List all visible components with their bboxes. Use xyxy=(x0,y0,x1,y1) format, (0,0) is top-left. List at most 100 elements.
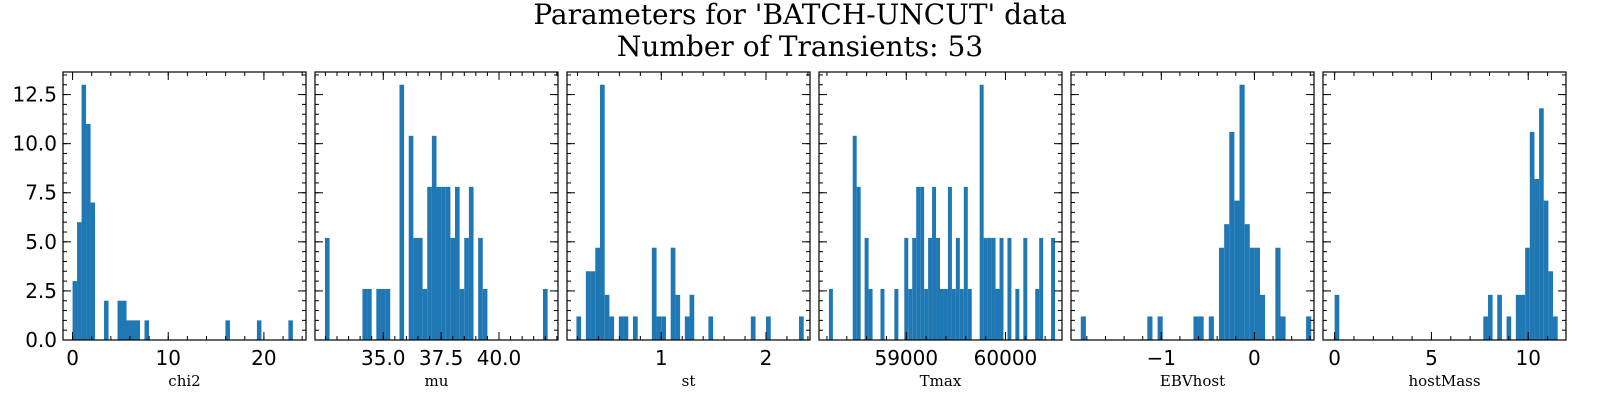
axes-frame xyxy=(314,71,559,341)
histogram-bar xyxy=(459,288,465,340)
histogram-bar xyxy=(72,281,78,340)
histogram-bar xyxy=(256,320,262,340)
x-tick-label: 35.0 xyxy=(361,346,406,370)
histogram-bar xyxy=(928,237,933,340)
histogram-bar xyxy=(1193,316,1199,340)
histogram-bar xyxy=(708,316,714,340)
axes-frame xyxy=(566,71,811,341)
histogram-bar xyxy=(999,237,1004,340)
histogram-bar xyxy=(599,84,605,340)
histogram-bar xyxy=(656,316,662,340)
axes-frame xyxy=(1070,71,1315,341)
histogram-bar xyxy=(422,288,428,340)
histogram-bar xyxy=(1543,200,1549,340)
histogram-bar xyxy=(959,288,964,340)
histogram-bar xyxy=(936,237,941,340)
histogram-bar xyxy=(1023,237,1028,340)
x-tick-label: 2 xyxy=(760,346,773,370)
histogram-bar xyxy=(868,288,873,340)
histogram-bar xyxy=(1548,271,1554,340)
histogram-bar xyxy=(81,84,87,340)
histogram-panel-st: 1 2 st xyxy=(566,71,811,390)
histogram-bar xyxy=(618,316,624,340)
histogram-bar xyxy=(1051,237,1056,340)
histogram-bar xyxy=(468,186,474,340)
histogram-bar xyxy=(413,237,418,340)
histogram-bar xyxy=(1497,294,1502,340)
histogram-bar xyxy=(1239,84,1245,340)
x-tick-label: 1 xyxy=(655,346,668,370)
histogram-bar xyxy=(856,186,861,340)
x-axis-label: mu xyxy=(425,372,449,390)
x-tick-label: 10 xyxy=(1516,346,1541,370)
histogram-bar xyxy=(417,237,423,340)
histogram-bar xyxy=(684,316,690,340)
histogram-bar xyxy=(661,316,666,340)
histogram-bar xyxy=(1254,247,1260,340)
histogram-bar xyxy=(955,237,960,340)
histogram-bar xyxy=(436,186,442,340)
histogram-bar xyxy=(967,288,972,340)
histogram-bar xyxy=(828,288,833,340)
histogram-bar xyxy=(441,186,446,340)
histogram-panel-hostMass: 0 5 10 hostMass xyxy=(1322,71,1567,390)
histogram-bar xyxy=(799,316,804,340)
histogram-bar xyxy=(1007,237,1012,340)
x-axis-label: st xyxy=(682,372,696,390)
histogram-bar xyxy=(750,316,756,340)
y-tick-label: 12.5 xyxy=(12,83,57,107)
histogram-bar xyxy=(144,320,150,340)
x-tick-label: 0 xyxy=(1248,346,1261,370)
histogram-bar xyxy=(991,237,996,340)
histogram-bar xyxy=(1208,316,1214,340)
histogram-bar xyxy=(1039,237,1044,340)
histogram-bar xyxy=(90,202,96,340)
y-tick-label: 2.5 xyxy=(25,279,57,303)
x-axis-label: hostMass xyxy=(1408,372,1480,390)
histogram-bar xyxy=(1483,316,1488,340)
histogram-bar xyxy=(86,124,91,340)
figure-subtitle: Number of Transients: 53 xyxy=(617,30,983,63)
histogram-bar xyxy=(1520,294,1526,340)
histogram-bar xyxy=(951,288,956,340)
histogram-bar xyxy=(604,294,610,340)
histogram-bar xyxy=(916,186,921,340)
histogram-bar xyxy=(376,288,381,340)
histogram-bar xyxy=(1229,131,1235,340)
y-tick-label: 0.0 xyxy=(25,328,57,352)
x-tick-label: 10 xyxy=(156,346,181,370)
histogram-bar xyxy=(1487,294,1493,340)
x-tick-label: 20 xyxy=(251,346,276,370)
histogram-bar xyxy=(651,247,657,340)
histogram-bar xyxy=(1015,288,1020,340)
histogram-bar xyxy=(1515,294,1521,340)
histogram-bar xyxy=(609,316,615,340)
histogram-bar xyxy=(1219,247,1225,340)
axes-frame xyxy=(62,71,307,341)
histogram-bar xyxy=(542,288,548,340)
histogram-panel-EBVhost: −1 0 EBVhost xyxy=(1070,71,1315,390)
histogram-bar xyxy=(450,237,456,340)
x-tick-label: −1 xyxy=(1147,346,1176,370)
histogram-bar xyxy=(983,237,988,340)
histogram-bar xyxy=(932,186,937,340)
histogram-bar xyxy=(380,288,386,340)
histogram-bar xyxy=(1525,247,1530,340)
histogram-bar xyxy=(1244,224,1250,340)
histogram-bar xyxy=(135,320,141,340)
histogram-bar xyxy=(455,186,460,340)
histogram-bar xyxy=(1080,316,1086,340)
histogram-bar xyxy=(122,300,127,340)
histogram-bar xyxy=(1198,316,1204,340)
y-tick-label: 7.5 xyxy=(25,181,57,205)
histogram-bar xyxy=(1334,294,1340,340)
histogram-bar xyxy=(1534,179,1540,340)
x-axis-label: Tmax xyxy=(920,372,962,390)
histogram-bar xyxy=(1224,224,1230,340)
y-tick-label: 5.0 xyxy=(25,230,57,254)
histogram-bar xyxy=(1306,316,1312,340)
figure-title: Parameters for 'BATCH-UNCUT' data xyxy=(533,0,1066,31)
histogram-bar xyxy=(585,271,591,340)
histogram-bar xyxy=(1506,316,1512,340)
